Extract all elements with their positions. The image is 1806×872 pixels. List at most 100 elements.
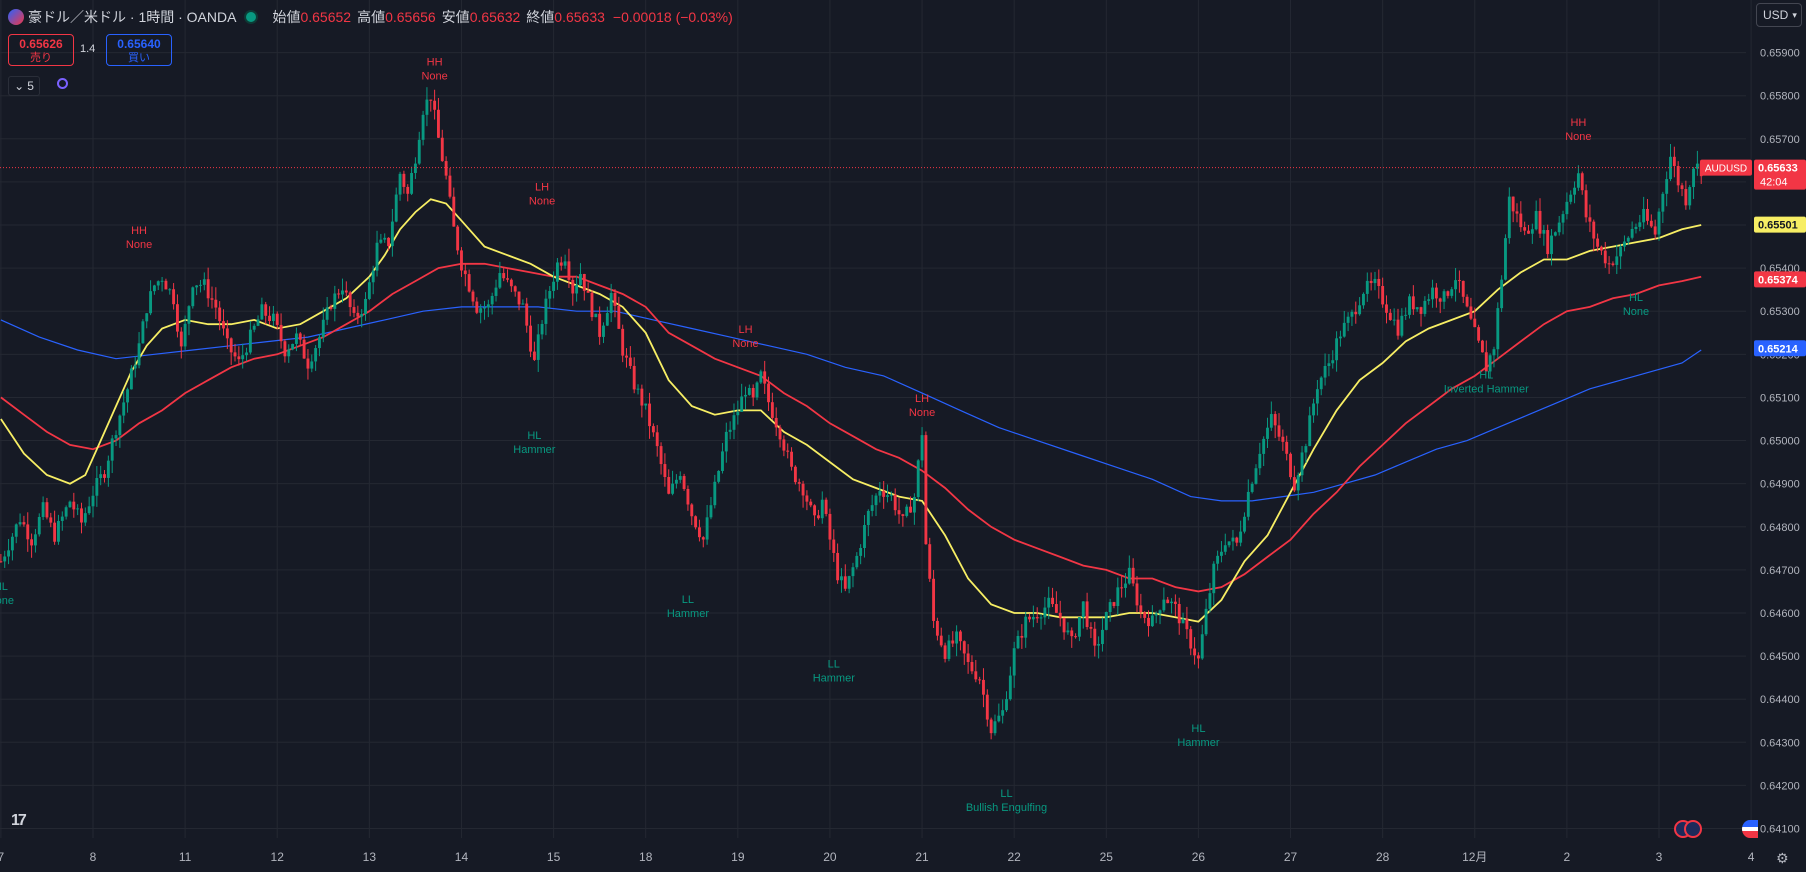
candle-body: [1185, 618, 1189, 630]
buy-button[interactable]: 0.65640 買い: [106, 34, 172, 66]
price-tag-bg: [1754, 340, 1806, 357]
candle-body: [1661, 193, 1665, 212]
candle-body: [740, 396, 744, 412]
pivot-pattern-label: Inverted Hammer: [1444, 384, 1529, 396]
candle-body: [602, 325, 605, 337]
candle-body: [1507, 196, 1511, 239]
candle-body: [483, 307, 486, 309]
candle-body: [168, 289, 172, 291]
candle-body: [64, 507, 68, 517]
candle-body: [1684, 189, 1688, 206]
y-tick-label: 0.65900: [1760, 48, 1800, 60]
candle-body: [440, 137, 444, 162]
candle-body: [1246, 491, 1250, 517]
candle-body: [95, 478, 99, 496]
close-value: 0.65633: [554, 9, 605, 25]
candle-body: [1331, 360, 1335, 364]
candle-body: [559, 262, 563, 266]
candle-body: [275, 313, 279, 325]
high-value: 0.65656: [385, 9, 436, 25]
candle-body: [53, 522, 57, 542]
candle-body: [1553, 232, 1557, 236]
candle-body: [859, 548, 863, 556]
candle-body: [820, 499, 824, 519]
candle-body: [1473, 318, 1477, 328]
sell-button[interactable]: 0.65626 売り: [8, 34, 74, 66]
candle-body: [1676, 166, 1680, 186]
candle-body: [1569, 194, 1573, 202]
candle-body: [229, 338, 233, 353]
candle-body: [429, 99, 433, 101]
candle-body: [1124, 583, 1127, 588]
candle-body: [1035, 616, 1039, 619]
candle-body: [1085, 601, 1089, 627]
y-tick-label: 0.65700: [1760, 134, 1800, 146]
event-flags[interactable]: [1674, 820, 1708, 840]
y-tick-label: 0.65100: [1760, 392, 1800, 404]
candle-body: [1646, 208, 1649, 221]
candle-body: [1427, 299, 1431, 301]
candle-body: [1523, 227, 1527, 231]
x-tick-label: 12月: [1462, 850, 1487, 864]
candle-body: [1362, 293, 1365, 306]
candle-body: [555, 262, 559, 282]
candle-body: [1350, 311, 1354, 317]
candle-body: [1611, 263, 1615, 265]
candle-body: [1446, 291, 1450, 296]
candle-body: [690, 504, 694, 517]
candle-body: [1101, 629, 1104, 645]
time-axis[interactable]: 7 8 11 12 13 14 15 18 19 20 21 22 25 26 27 28 12月 2 3 4: [0, 850, 1755, 864]
candle-body: [367, 282, 371, 299]
candle-body: [897, 510, 901, 515]
candle-body: [774, 417, 778, 428]
pivot-pattern-label: Hammer: [513, 444, 556, 456]
candle-body: [164, 280, 168, 290]
indicator-count: 5: [27, 79, 34, 93]
x-tick-label: 28: [1376, 850, 1390, 864]
candle-body: [1296, 475, 1300, 491]
candle-body: [87, 506, 91, 514]
candle-body: [1488, 355, 1492, 372]
candle-body: [210, 298, 214, 300]
candle-body: [45, 502, 49, 518]
candle-body: [498, 273, 502, 288]
candle-body: [1657, 211, 1661, 235]
candle-body: [951, 640, 955, 644]
candle-body: [1220, 551, 1223, 556]
candle-body: [778, 427, 782, 440]
candle-body: [145, 313, 149, 322]
flag-icon[interactable]: [1742, 820, 1758, 838]
price-axis[interactable]: 0.659000.658000.657000.656000.655000.654…: [1760, 48, 1800, 836]
pivot-type-label: LL: [682, 594, 694, 606]
candle-body: [732, 415, 736, 430]
candle-body: [448, 175, 452, 197]
candle-body: [494, 287, 498, 296]
candle-body: [1561, 214, 1565, 223]
candle-body: [1623, 241, 1626, 247]
candle-body: [463, 270, 467, 275]
candle-body: [1216, 555, 1220, 564]
x-tick-label: 14: [455, 850, 469, 864]
candle-body: [1519, 213, 1523, 228]
currency-select[interactable]: USD ▾: [1756, 3, 1802, 27]
pivot-type-label: LH: [915, 393, 929, 405]
symbol-title[interactable]: 豪ドル／米ドル · 1時間 · OANDA: [28, 9, 237, 25]
candle-body: [176, 304, 179, 332]
candle-body: [456, 226, 460, 251]
candle-body: [41, 502, 45, 517]
candle-body: [1139, 605, 1143, 613]
candle-body: [1020, 636, 1024, 638]
y-tick-label: 0.65300: [1760, 306, 1800, 318]
pivot-pattern-label: Hammer: [813, 672, 856, 684]
indicators-toggle[interactable]: ⌄ 5: [8, 76, 40, 96]
candle-body: [318, 337, 321, 349]
candle-body: [1012, 648, 1016, 676]
candle-body: [433, 100, 437, 110]
candle-body: [713, 481, 717, 506]
tradingview-logo[interactable]: 17: [11, 812, 27, 829]
globe-icon: [8, 9, 24, 25]
candle-body: [674, 479, 678, 484]
gear-icon[interactable]: ⚙: [1776, 850, 1789, 866]
candle-body: [970, 661, 974, 672]
